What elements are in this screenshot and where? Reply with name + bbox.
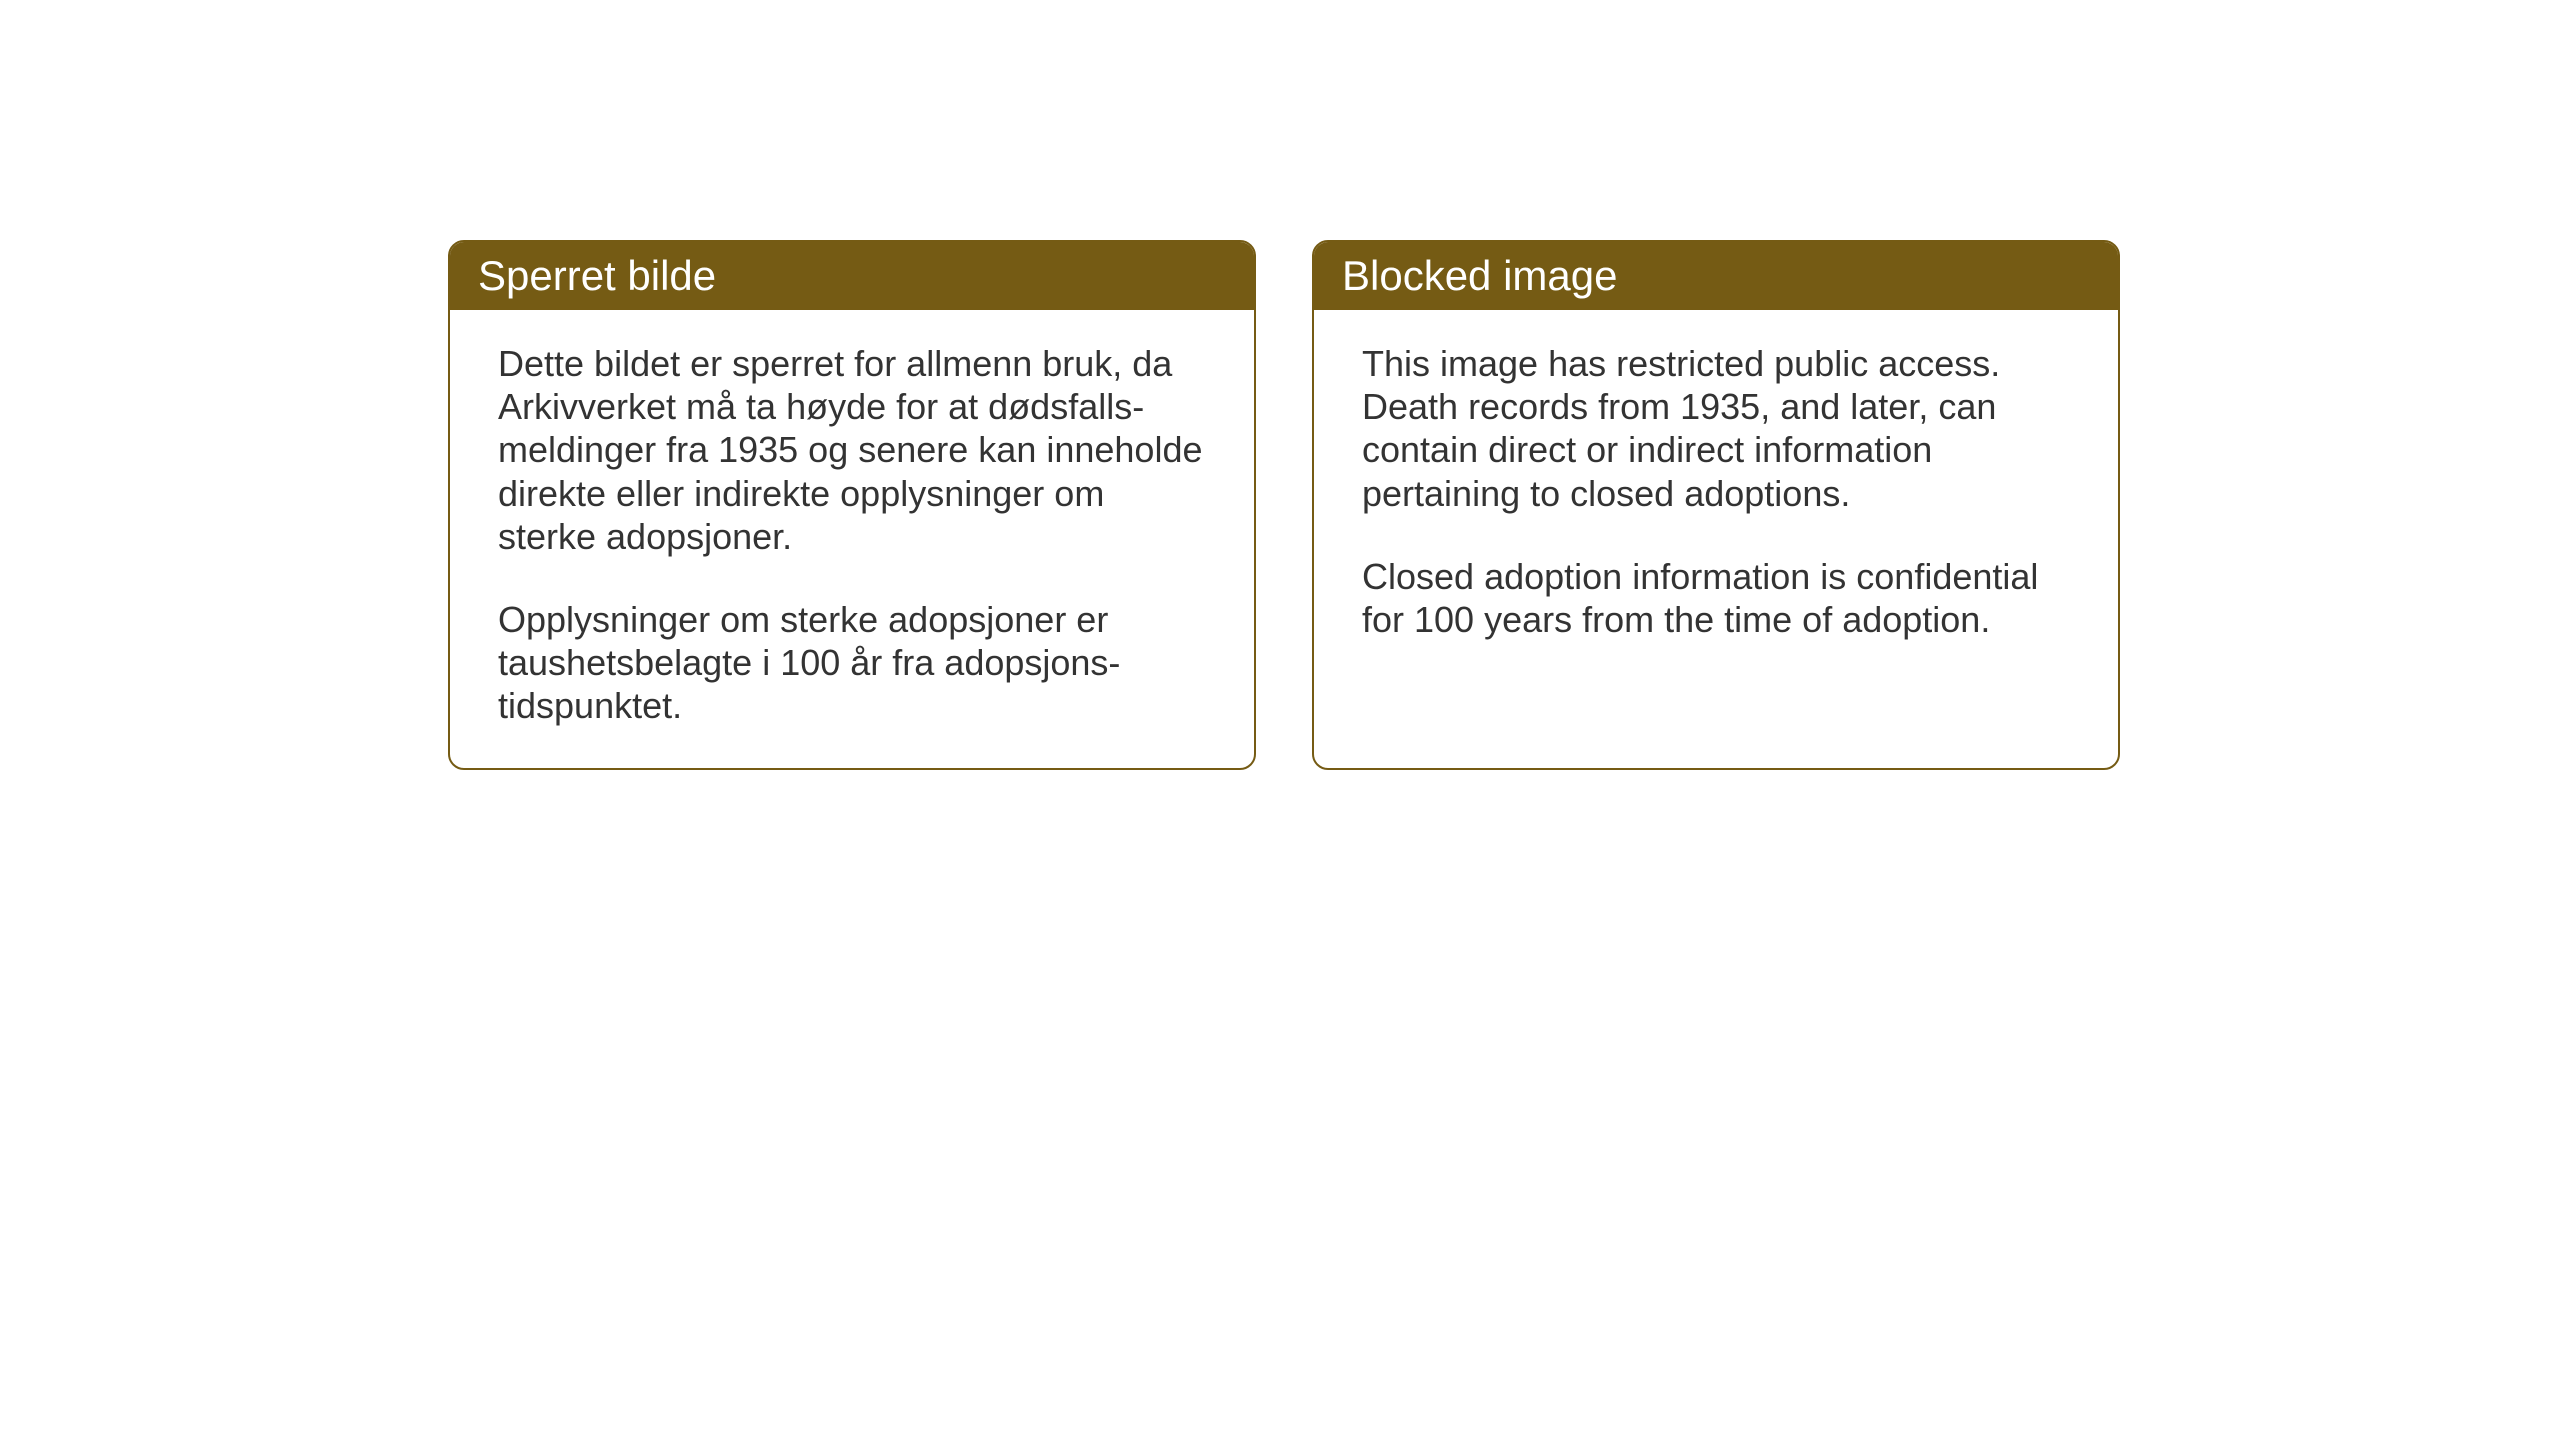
card-paragraph: Opplysninger om sterke adopsjoner er tau…	[498, 598, 1206, 728]
card-body-norwegian: Dette bildet er sperret for allmenn bruk…	[450, 310, 1254, 768]
notice-card-norwegian: Sperret bilde Dette bildet er sperret fo…	[448, 240, 1256, 770]
card-paragraph: Closed adoption information is confident…	[1362, 555, 2070, 641]
card-header-english: Blocked image	[1314, 242, 2118, 310]
card-title: Blocked image	[1342, 252, 1617, 299]
card-header-norwegian: Sperret bilde	[450, 242, 1254, 310]
card-paragraph: This image has restricted public access.…	[1362, 342, 2070, 515]
card-title: Sperret bilde	[478, 252, 716, 299]
card-paragraph: Dette bildet er sperret for allmenn bruk…	[498, 342, 1206, 558]
card-body-english: This image has restricted public access.…	[1314, 310, 2118, 681]
notice-container: Sperret bilde Dette bildet er sperret fo…	[448, 240, 2120, 770]
notice-card-english: Blocked image This image has restricted …	[1312, 240, 2120, 770]
